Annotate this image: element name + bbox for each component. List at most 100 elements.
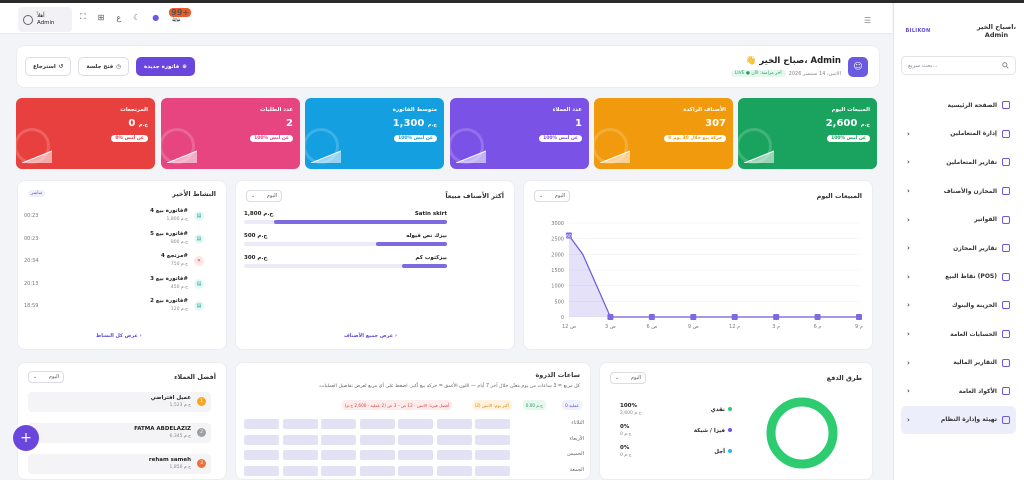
heatmap-cell[interactable] xyxy=(398,465,433,476)
heatmap-cell[interactable] xyxy=(436,450,472,460)
activity-item[interactable]: 18:59 فاتورة بيع 2# 120 ج.م ▤ xyxy=(24,298,208,318)
notifications-button[interactable]: 🔔︎ 99+ xyxy=(169,7,192,22)
messenger-icon[interactable]: ● xyxy=(152,12,160,22)
heatmap-cell[interactable] xyxy=(475,434,510,445)
stat-card-3[interactable]: متوسط الفاتورة ج.م 1,300 100% عن أمس xyxy=(305,98,444,169)
open-session-button[interactable]: فتح جلسة ◷ xyxy=(78,57,130,76)
heatmap-cell[interactable] xyxy=(398,434,433,445)
data-point[interactable] xyxy=(731,314,738,320)
products-range-value: اليوم xyxy=(266,193,277,199)
heatmap-cell[interactable] xyxy=(244,450,279,460)
heatmap-day-label: الأربعاء xyxy=(569,435,584,442)
add-fab-button[interactable]: + xyxy=(13,425,39,451)
fullscreen-icon[interactable]: ⛶ xyxy=(80,12,86,21)
sidebar-item-8[interactable]: › الحسابات العامة xyxy=(901,320,1016,349)
payment-method-label: آجل xyxy=(714,449,725,455)
sidebar-item-4[interactable]: › الفواتير xyxy=(901,205,1016,234)
activity-title: فاتورة بيع 4# xyxy=(150,208,188,214)
x-tick-label: 9 ص xyxy=(688,324,699,330)
apps-grid-icon[interactable]: ⊞ xyxy=(97,12,105,22)
data-point[interactable] xyxy=(814,314,821,320)
stat-card-0[interactable]: المبيعات اليوم ج.م 2,600 100% عن أمس xyxy=(738,98,877,169)
heatmap-cell[interactable] xyxy=(436,465,472,476)
sidebar-item-9[interactable]: › التقارير المالية xyxy=(901,348,1016,377)
search-input[interactable]: بحث سريع... xyxy=(901,56,1016,75)
stat-card-1[interactable]: الأصناف الراكدة 307 ⊘ حركة بيع خلال 30 يو… xyxy=(594,98,733,169)
heatmap-cell[interactable] xyxy=(475,465,510,476)
activity-item[interactable]: 20:13 فاتورة بيع 3# 450 ج.م ▤ xyxy=(24,276,208,296)
heatmap-cell[interactable] xyxy=(321,434,356,445)
heatmap-cell[interactable] xyxy=(321,419,356,429)
heatmap-cell[interactable] xyxy=(244,434,279,445)
data-point[interactable] xyxy=(773,314,780,320)
heatmap-cell[interactable] xyxy=(359,465,395,476)
customer-row[interactable]: FATMA ABDELAZIZ 6,345 ج.م 2 xyxy=(28,423,211,443)
stat-card-2[interactable]: عدد العملاء 1 100% عن أمس xyxy=(450,98,589,169)
return-button[interactable]: استرجاع ↺ xyxy=(25,57,72,76)
product-name: بيزكتوب كم xyxy=(415,255,447,261)
card-trend: ⊘ حركة بيع خلال 30 يوم xyxy=(663,135,726,142)
header: أهلاً Admin ⛶ ⊞ ع ☾ ● 🔔︎ 99+ ☰ xyxy=(0,3,892,34)
heatmap-cell[interactable] xyxy=(359,450,395,460)
customer-row[interactable]: reham sameh 1,850 ج.م 3 xyxy=(28,454,211,474)
activity-time: 00:23 xyxy=(24,213,39,219)
sales-range-select[interactable]: ⌄ اليوم xyxy=(534,190,570,202)
products-range-select[interactable]: ⌄ اليوم xyxy=(246,190,282,202)
activity-item[interactable]: 20:34 مرتجع 4# 750 ج.م ✕ xyxy=(24,253,208,273)
sidebar-item-5[interactable]: › تقارير المخازن xyxy=(901,234,1016,263)
sidebar-item-7[interactable]: › الخزينة والبنوك xyxy=(901,291,1016,320)
sidebar-item-10[interactable]: › الأكواد العامة xyxy=(901,377,1016,406)
stat-card-5[interactable]: المرتجعات ج.م 0 0% عن أمس xyxy=(16,98,155,169)
activity-item[interactable]: 00:23 فاتورة بيع 4# 1,800 ج.م ▤ xyxy=(24,208,208,228)
all-products-link[interactable]: عرض جميع الأصناف › xyxy=(344,333,397,339)
heatmap-cell[interactable] xyxy=(475,419,510,429)
sparkline-icon xyxy=(311,150,341,163)
customer-amount: 6,345 ج.م xyxy=(169,434,191,439)
data-point[interactable] xyxy=(856,314,862,320)
heatmap-cell[interactable] xyxy=(359,419,395,429)
heatmap-cell[interactable] xyxy=(398,419,433,429)
all-activity-link[interactable]: عرض كل النشاط › xyxy=(96,333,142,339)
heatmap-cell[interactable] xyxy=(436,419,472,429)
customer-row[interactable]: عميل افتراضي 1,523 ج.م 1 xyxy=(28,392,211,412)
new-invoice-button[interactable]: فاتورة جديدة ⊕ xyxy=(136,57,195,76)
sidebar-item-label: الفواتير xyxy=(974,216,997,224)
sidebar-item-11[interactable]: › تهيئة وإدارة النظام xyxy=(901,405,1016,435)
chevron-left-icon: › xyxy=(907,387,910,396)
heatmap-cell[interactable] xyxy=(321,465,356,476)
sidebar-item-6[interactable]: › نقاط البيع (POS) xyxy=(901,263,1016,292)
language-toggle[interactable]: ع xyxy=(116,12,122,22)
activity-item[interactable]: 00:23 فاتورة بيع 5# 800 ج.م ▤ xyxy=(24,231,208,251)
heatmap-cell[interactable] xyxy=(282,419,318,429)
heatmap-cell[interactable] xyxy=(282,465,318,476)
heatmap-cell[interactable] xyxy=(282,450,318,460)
data-point[interactable] xyxy=(607,314,614,320)
sidebar-nav: الصفحة الرئيسية › إدارة المتعاملين › تقارير … xyxy=(901,91,1016,435)
menu-toggle-icon[interactable]: ☰ xyxy=(864,16,872,25)
heatmap-cell[interactable] xyxy=(244,465,279,476)
heatmap-cell[interactable] xyxy=(398,450,433,460)
data-point[interactable] xyxy=(648,314,655,320)
data-point[interactable] xyxy=(566,232,572,239)
customer-name: reham sameh xyxy=(148,457,191,463)
sidebar-item-1[interactable]: › إدارة المتعاملين xyxy=(901,120,1016,149)
user-menu[interactable]: أهلاً Admin xyxy=(18,7,72,32)
legend-dot xyxy=(728,407,732,411)
heatmap-cell[interactable] xyxy=(282,434,318,445)
heatmap-cell[interactable] xyxy=(244,419,279,429)
data-point[interactable] xyxy=(690,314,697,320)
stat-card-4[interactable]: عدد الطلبات 2 100% عن أمس xyxy=(161,98,300,169)
heatmap-cell[interactable] xyxy=(321,450,356,460)
payments-range-select[interactable]: ⌄ اليوم xyxy=(610,372,646,384)
dark-mode-icon[interactable]: ☾ xyxy=(133,12,141,22)
sidebar-item-0[interactable]: الصفحة الرئيسية xyxy=(901,91,1016,120)
activity-title: فاتورة بيع 5# xyxy=(150,230,188,237)
heatmap-cell[interactable] xyxy=(436,434,472,445)
sidebar-item-2[interactable]: › تقارير المتعاملين xyxy=(901,148,1016,177)
sparkline-icon xyxy=(600,150,630,163)
sidebar-item-3[interactable]: › المخازن والأصناف xyxy=(901,177,1016,206)
heatmap-cell[interactable] xyxy=(475,450,510,460)
heatmap-cell[interactable] xyxy=(359,434,395,445)
customers-range-select[interactable]: ⌄ اليوم xyxy=(28,371,64,383)
payment-amount: 0 ج.م xyxy=(620,432,632,437)
